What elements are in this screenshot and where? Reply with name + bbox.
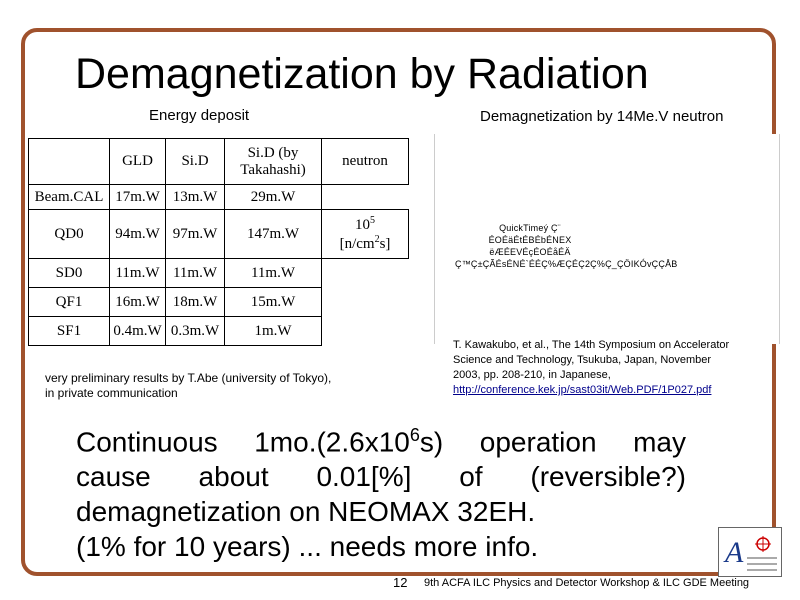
- conclusion-text: Continuous 1mo.(2.6x106s) operation may …: [76, 418, 686, 564]
- header-sid-by: Si.D (by: [247, 144, 299, 161]
- conclusion-line-1-b: s) operation may: [419, 426, 687, 458]
- cell-takahashi: 15m.W: [224, 287, 322, 317]
- cell-sid: 0.3m.W: [165, 316, 225, 346]
- cell-sid: 13m.W: [165, 184, 225, 210]
- header-takahashi: Takahashi): [240, 161, 306, 178]
- cell-neutron-empty: [322, 185, 409, 210]
- reference-citation: T. Kawakubo, et al., The 14th Symposium …: [453, 338, 763, 398]
- cell-takahashi: 147m.W: [224, 209, 322, 259]
- energy-deposit-table: GLD Si.D Si.D (by Takahashi) neutron Beam…: [28, 138, 409, 346]
- quicktime-line-1: QuickTimeý Ç¨: [499, 223, 561, 233]
- cell-takahashi: 1m.W: [224, 316, 322, 346]
- note-line-1: very preliminary results by T.Abe (unive…: [45, 371, 332, 385]
- conclusion-exponent: 6: [409, 425, 420, 445]
- missing-image-placeholder: [434, 134, 780, 344]
- header-empty-cell: [28, 138, 110, 185]
- cell-takahashi: 11m.W: [224, 258, 322, 288]
- conclusion-line-1: Continuous 1mo.(2.6x106s) operation may: [76, 418, 686, 459]
- demagnetization-label: Demagnetization by 14Me.V neutron: [480, 108, 724, 125]
- cell-takahashi: 29m.W: [224, 184, 322, 210]
- reference-line-3: 2003, pp. 208-210, in Japanese,: [453, 369, 611, 381]
- conference-logo: A: [718, 527, 782, 577]
- note-line-2: in private communication: [45, 386, 178, 400]
- table-row: QF1 16m.W 18m.W 15m.W: [28, 287, 409, 317]
- reference-link[interactable]: http://conference.kek.jp/sast03it/Web.PD…: [453, 384, 712, 396]
- quicktime-notice: QuickTimeý Ç¨ ÉOÉäÉtÉBÉbÉNEX ëÆÉEVÉçÉOÉå…: [455, 222, 678, 270]
- energy-deposit-label: Energy deposit: [149, 107, 250, 124]
- flux-unit-exponent: 2: [374, 234, 380, 245]
- cell-gld: 94m.W: [109, 209, 166, 259]
- slide-title: Demagnetization by Radiation: [75, 50, 649, 98]
- cell-neutron-empty: [322, 288, 409, 317]
- conclusion-line-3: demagnetization on NEOMAX 32EH.: [76, 496, 536, 528]
- table-row: QD0 94m.W 97m.W 147m.W 105 [n/cm2s]: [28, 209, 409, 259]
- table-row: Beam.CAL 17m.W 13m.W 29m.W: [28, 184, 409, 210]
- quicktime-line-2: ÉOÉäÉtÉBÉbÉNEX ëÆÉEVÉçÉOÉåÉÄ: [488, 235, 572, 257]
- reference-line-1: T. Kawakubo, et al., The 14th Symposium …: [453, 339, 730, 351]
- svg-text:A: A: [723, 536, 744, 569]
- cell-sid: 97m.W: [165, 209, 225, 259]
- page-number: 12: [393, 575, 408, 590]
- row-name: Beam.CAL: [28, 184, 110, 210]
- row-name: SF1: [28, 316, 110, 346]
- cell-neutron-flux: 105 [n/cm2s]: [321, 209, 409, 259]
- cell-neutron-empty: [322, 317, 409, 346]
- table-row: SF1 0.4m.W 0.3m.W 1m.W: [28, 316, 409, 346]
- row-name: QD0: [28, 209, 110, 259]
- cell-sid: 18m.W: [165, 287, 225, 317]
- header-neutron: neutron: [321, 138, 409, 185]
- table-header-row: GLD Si.D Si.D (by Takahashi) neutron: [28, 138, 409, 185]
- cell-gld: 11m.W: [109, 258, 166, 288]
- flux-base: 10: [355, 217, 370, 233]
- flux-unit-a: [n/cm: [339, 236, 375, 252]
- cell-sid: 11m.W: [165, 258, 225, 288]
- footer-text: 9th ACFA ILC Physics and Detector Worksh…: [424, 577, 750, 589]
- cell-gld: 17m.W: [109, 184, 166, 210]
- cell-gld: 0.4m.W: [109, 316, 166, 346]
- flux-unit-b: s]: [379, 236, 391, 252]
- quicktime-line-3: Ç™Ç±ÇÃÉsÉNÉ`ÉÉÇ%ÆÇÉÇ2Ç%Ç_ÇÖIKÓvÇÇÅB: [455, 259, 678, 269]
- cell-neutron-empty: [322, 259, 409, 288]
- cell-gld: 16m.W: [109, 287, 166, 317]
- conclusion-line-2: cause about 0.01[%] of (reversible?): [76, 461, 686, 493]
- preliminary-note: very preliminary results by T.Abe (unive…: [45, 371, 331, 401]
- header-gld: GLD: [109, 138, 166, 185]
- row-name: SD0: [28, 258, 110, 288]
- conclusion-line-1-a: Continuous 1mo.(2.6x10: [76, 426, 410, 458]
- flux-exponent: 5: [370, 215, 375, 226]
- conclusion-line-4: (1% for 10 years) ... needs more info.: [76, 531, 539, 563]
- header-sid-takahashi: Si.D (by Takahashi): [224, 138, 322, 185]
- table-row: SD0 11m.W 11m.W 11m.W: [28, 258, 409, 288]
- header-sid: Si.D: [165, 138, 225, 185]
- reference-line-2: Science and Technology, Tsukuba, Japan, …: [453, 354, 712, 366]
- row-name: QF1: [28, 287, 110, 317]
